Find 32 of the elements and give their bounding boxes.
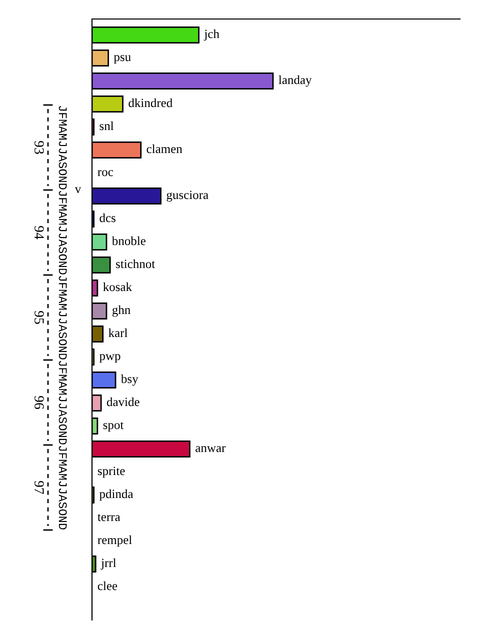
y-tick-label: dkindred: [128, 98, 172, 108]
y-tick-label: dcs: [100, 213, 116, 222]
y-tick-label: ghn: [112, 305, 130, 317]
y-tick-label: clee: [98, 581, 118, 590]
y-tick-label: psu: [114, 55, 131, 64]
y-tick-label: bsy: [120, 374, 138, 386]
y-tick-label: roc: [98, 170, 114, 176]
y-tick-label: pwp: [99, 354, 120, 363]
text: v: [74, 187, 82, 194]
y-tick-label: landay: [278, 75, 312, 87]
y-tick-label: stichnot: [116, 259, 156, 268]
y-tick-label: jch: [204, 29, 220, 41]
y-tick-label: terra: [98, 514, 120, 522]
y-tick-label: spot: [103, 422, 124, 432]
y-tick-label: davide: [106, 397, 140, 406]
text: 93: [34, 141, 44, 154]
text: JFMAMJJASONDJFMAMJJASONDJFMAMJJASONDJFMAMJJASONDJFMAMJJASOND: [58, 106, 67, 530]
text: 94: [34, 226, 44, 240]
y-tick-label: anwar: [196, 446, 226, 452]
y-tick-label: snl: [100, 121, 114, 130]
y-tick-label: karl: [108, 328, 128, 338]
y-tick-label: clamen: [146, 144, 182, 154]
y-tick-label: kosak: [103, 282, 132, 292]
text: 96: [34, 396, 44, 410]
y-tick-label: sprite: [98, 466, 125, 478]
y-tick-label: pdinda: [99, 489, 134, 501]
y-tick-label: rempel: [98, 535, 132, 547]
y-tick-label: jrrl: [100, 558, 116, 570]
text: 95: [34, 311, 44, 324]
y-tick-label: bnoble: [112, 236, 146, 246]
text: 97: [34, 481, 44, 494]
y-tick-label: gusciora: [166, 190, 208, 202]
